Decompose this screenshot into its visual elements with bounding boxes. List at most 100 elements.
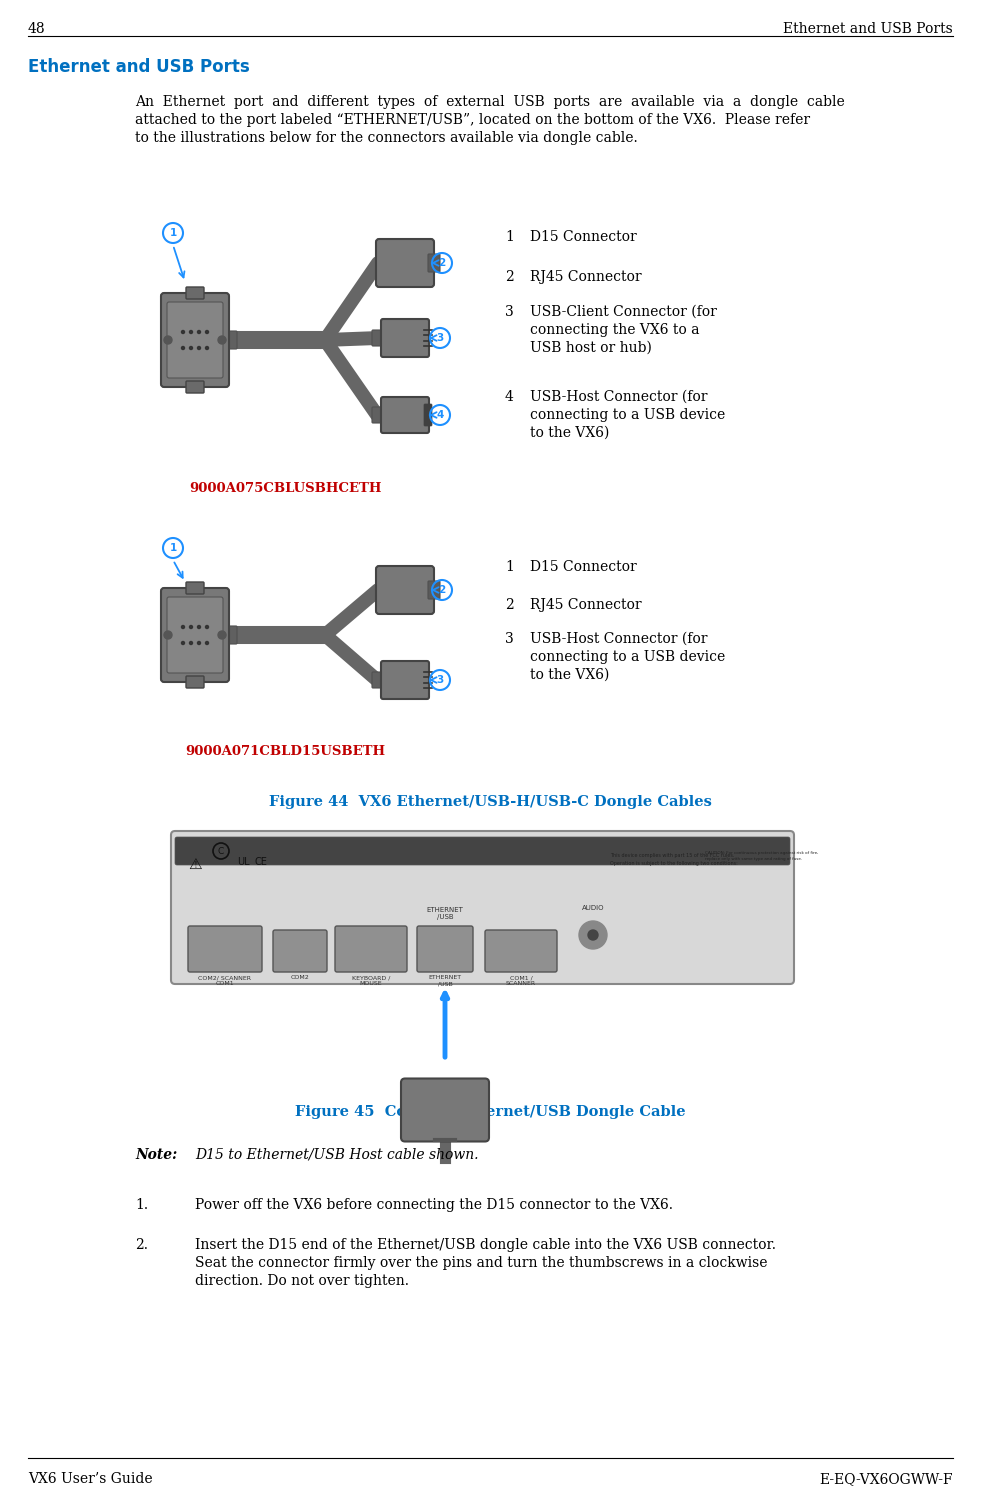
FancyBboxPatch shape bbox=[335, 926, 407, 972]
Text: CE: CE bbox=[254, 857, 268, 867]
Text: ⚠: ⚠ bbox=[188, 857, 202, 872]
FancyBboxPatch shape bbox=[223, 626, 237, 643]
FancyBboxPatch shape bbox=[381, 661, 429, 699]
FancyBboxPatch shape bbox=[167, 302, 223, 378]
Circle shape bbox=[181, 330, 184, 333]
Text: D15 to Ethernet/USB Host cable shown.: D15 to Ethernet/USB Host cable shown. bbox=[195, 1148, 479, 1162]
Text: This device complies with part 15 of the FCC rules.: This device complies with part 15 of the… bbox=[610, 853, 735, 858]
FancyBboxPatch shape bbox=[175, 838, 790, 864]
Circle shape bbox=[588, 930, 598, 941]
FancyBboxPatch shape bbox=[376, 566, 434, 614]
Circle shape bbox=[218, 336, 226, 343]
Circle shape bbox=[205, 346, 209, 349]
Text: Seat the connector firmly over the pins and turn the thumbscrews in a clockwise: Seat the connector firmly over the pins … bbox=[195, 1256, 767, 1271]
Circle shape bbox=[197, 346, 200, 349]
FancyBboxPatch shape bbox=[381, 320, 429, 357]
Text: 9000A075CBLUSBHCETH: 9000A075CBLUSBHCETH bbox=[188, 482, 382, 496]
Text: attached to the port labeled “ETHERNET/USB”, located on the bottom of the VX6.  : attached to the port labeled “ETHERNET/U… bbox=[135, 113, 810, 127]
Text: 2: 2 bbox=[505, 599, 514, 612]
FancyBboxPatch shape bbox=[424, 405, 432, 426]
Text: 1: 1 bbox=[170, 228, 177, 237]
Text: Figure 45  Connect Ethernet/USB Dongle Cable: Figure 45 Connect Ethernet/USB Dongle Ca… bbox=[294, 1105, 686, 1118]
Text: 9000A071CBLD15USBETH: 9000A071CBLD15USBETH bbox=[185, 745, 386, 758]
Text: Note:: Note: bbox=[135, 1148, 178, 1162]
Text: UL: UL bbox=[236, 857, 249, 867]
Text: E-EQ-VX6OGWW-F: E-EQ-VX6OGWW-F bbox=[819, 1472, 953, 1486]
Text: USB-Host Connector (for: USB-Host Connector (for bbox=[530, 632, 707, 646]
FancyBboxPatch shape bbox=[485, 930, 557, 972]
Text: ETHERNET
/USB: ETHERNET /USB bbox=[429, 975, 462, 987]
Text: 1.: 1. bbox=[135, 1197, 148, 1212]
FancyBboxPatch shape bbox=[428, 254, 440, 272]
FancyBboxPatch shape bbox=[381, 397, 429, 433]
Text: 4: 4 bbox=[437, 411, 443, 420]
Circle shape bbox=[164, 632, 172, 639]
Text: direction. Do not over tighten.: direction. Do not over tighten. bbox=[195, 1274, 409, 1288]
Text: Ethernet and USB Ports: Ethernet and USB Ports bbox=[28, 58, 250, 76]
Text: RJ45 Connector: RJ45 Connector bbox=[530, 270, 642, 284]
Text: 1: 1 bbox=[505, 230, 514, 243]
Text: connecting to a USB device: connecting to a USB device bbox=[530, 408, 725, 423]
FancyBboxPatch shape bbox=[401, 1078, 489, 1142]
Text: connecting the VX6 to a: connecting the VX6 to a bbox=[530, 322, 699, 337]
Circle shape bbox=[197, 330, 200, 333]
Circle shape bbox=[164, 336, 172, 343]
Text: 2: 2 bbox=[505, 270, 514, 284]
Text: Operation is subject to the following two conditions:: Operation is subject to the following tw… bbox=[610, 861, 738, 866]
Text: 1: 1 bbox=[505, 560, 514, 573]
Text: VX6 User’s Guide: VX6 User’s Guide bbox=[28, 1472, 153, 1486]
FancyBboxPatch shape bbox=[167, 597, 223, 673]
Text: Power off the VX6 before connecting the D15 connector to the VX6.: Power off the VX6 before connecting the … bbox=[195, 1197, 673, 1212]
Circle shape bbox=[205, 330, 209, 333]
FancyBboxPatch shape bbox=[376, 239, 434, 287]
Text: 48: 48 bbox=[28, 22, 46, 36]
Text: USB-Host Connector (for: USB-Host Connector (for bbox=[530, 390, 707, 405]
Circle shape bbox=[181, 642, 184, 645]
Text: 2.: 2. bbox=[135, 1238, 148, 1253]
Text: 1: 1 bbox=[170, 543, 177, 552]
FancyBboxPatch shape bbox=[161, 588, 229, 682]
Text: Insert the D15 end of the Ethernet/USB dongle cable into the VX6 USB connector.: Insert the D15 end of the Ethernet/USB d… bbox=[195, 1238, 776, 1253]
Text: An  Ethernet  port  and  different  types  of  external  USB  ports  are  availa: An Ethernet port and different types of … bbox=[135, 96, 845, 109]
Text: 4: 4 bbox=[505, 390, 514, 405]
Text: COM2: COM2 bbox=[290, 975, 309, 979]
Text: 3: 3 bbox=[437, 333, 443, 343]
FancyBboxPatch shape bbox=[417, 926, 473, 972]
Text: AUDIO: AUDIO bbox=[582, 905, 604, 911]
FancyBboxPatch shape bbox=[372, 408, 386, 423]
Text: 3: 3 bbox=[437, 675, 443, 685]
Circle shape bbox=[189, 626, 192, 629]
Circle shape bbox=[181, 346, 184, 349]
FancyBboxPatch shape bbox=[186, 287, 204, 299]
Text: COM2/ SCANNER
COM1: COM2/ SCANNER COM1 bbox=[198, 975, 251, 987]
Text: 3: 3 bbox=[505, 305, 514, 320]
FancyBboxPatch shape bbox=[186, 676, 204, 688]
Circle shape bbox=[189, 642, 192, 645]
Text: KEYBOARD /
MOUSE: KEYBOARD / MOUSE bbox=[352, 975, 390, 987]
Text: replace only with same type and rating of fuse.: replace only with same type and rating o… bbox=[705, 857, 802, 861]
Circle shape bbox=[181, 626, 184, 629]
Circle shape bbox=[197, 626, 200, 629]
Circle shape bbox=[189, 346, 192, 349]
Circle shape bbox=[197, 642, 200, 645]
FancyBboxPatch shape bbox=[188, 926, 262, 972]
Text: D15 Connector: D15 Connector bbox=[530, 560, 637, 573]
Text: to the VX6): to the VX6) bbox=[530, 667, 609, 682]
Text: 2: 2 bbox=[439, 585, 445, 596]
FancyBboxPatch shape bbox=[186, 381, 204, 393]
FancyBboxPatch shape bbox=[186, 582, 204, 594]
Text: Ethernet and USB Ports: Ethernet and USB Ports bbox=[783, 22, 953, 36]
FancyBboxPatch shape bbox=[428, 581, 440, 599]
Text: connecting to a USB device: connecting to a USB device bbox=[530, 649, 725, 664]
Text: RJ45 Connector: RJ45 Connector bbox=[530, 599, 642, 612]
Text: 2: 2 bbox=[439, 258, 445, 269]
Circle shape bbox=[205, 626, 209, 629]
FancyBboxPatch shape bbox=[161, 293, 229, 387]
Text: 3: 3 bbox=[505, 632, 514, 646]
Circle shape bbox=[205, 642, 209, 645]
Text: C: C bbox=[218, 847, 224, 855]
Text: to the illustrations below for the connectors available via dongle cable.: to the illustrations below for the conne… bbox=[135, 131, 638, 145]
FancyBboxPatch shape bbox=[171, 832, 794, 984]
FancyBboxPatch shape bbox=[223, 331, 237, 349]
Text: Figure 44  VX6 Ethernet/USB-H/USB-C Dongle Cables: Figure 44 VX6 Ethernet/USB-H/USB-C Dongl… bbox=[269, 794, 711, 809]
